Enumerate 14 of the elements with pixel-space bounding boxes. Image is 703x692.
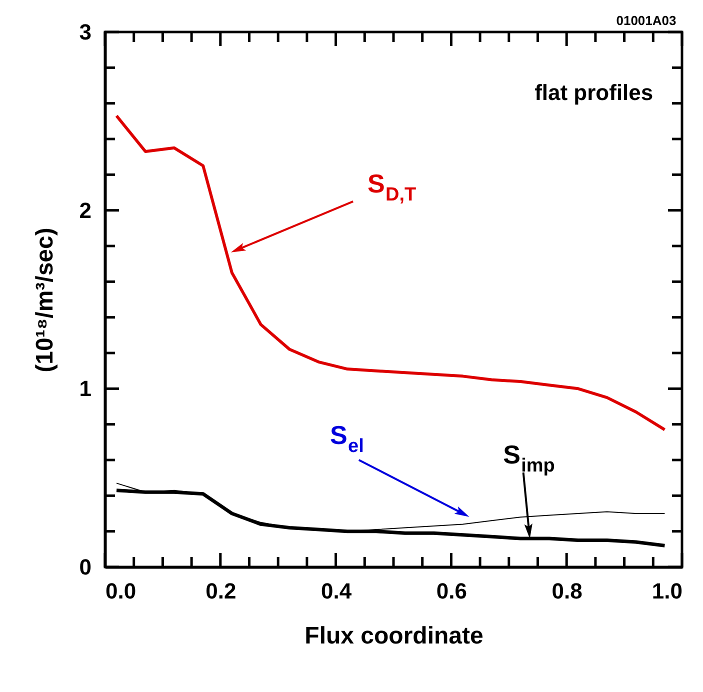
x-tick-label: 0.6	[436, 578, 467, 604]
y-tick-label: 0	[79, 554, 92, 580]
x-tick-label: 0.2	[206, 578, 236, 604]
x-tick-label: 0.0	[106, 578, 136, 604]
y-axis-title: (10¹⁸/m³/sec)	[31, 228, 58, 372]
x-axis-title: Flux coordinate	[304, 622, 484, 650]
x-tick-label: 1.0	[652, 578, 682, 604]
y-tick-label: 2	[79, 198, 92, 223]
y-tick-label: 3	[79, 20, 92, 44]
x-tick-label: 0.4	[321, 578, 352, 604]
annotation: flat profiles	[534, 80, 654, 105]
y-tick-label: 1	[79, 376, 92, 402]
x-tick-label: 0.8	[552, 578, 582, 604]
text: 01001A03	[616, 13, 676, 28]
